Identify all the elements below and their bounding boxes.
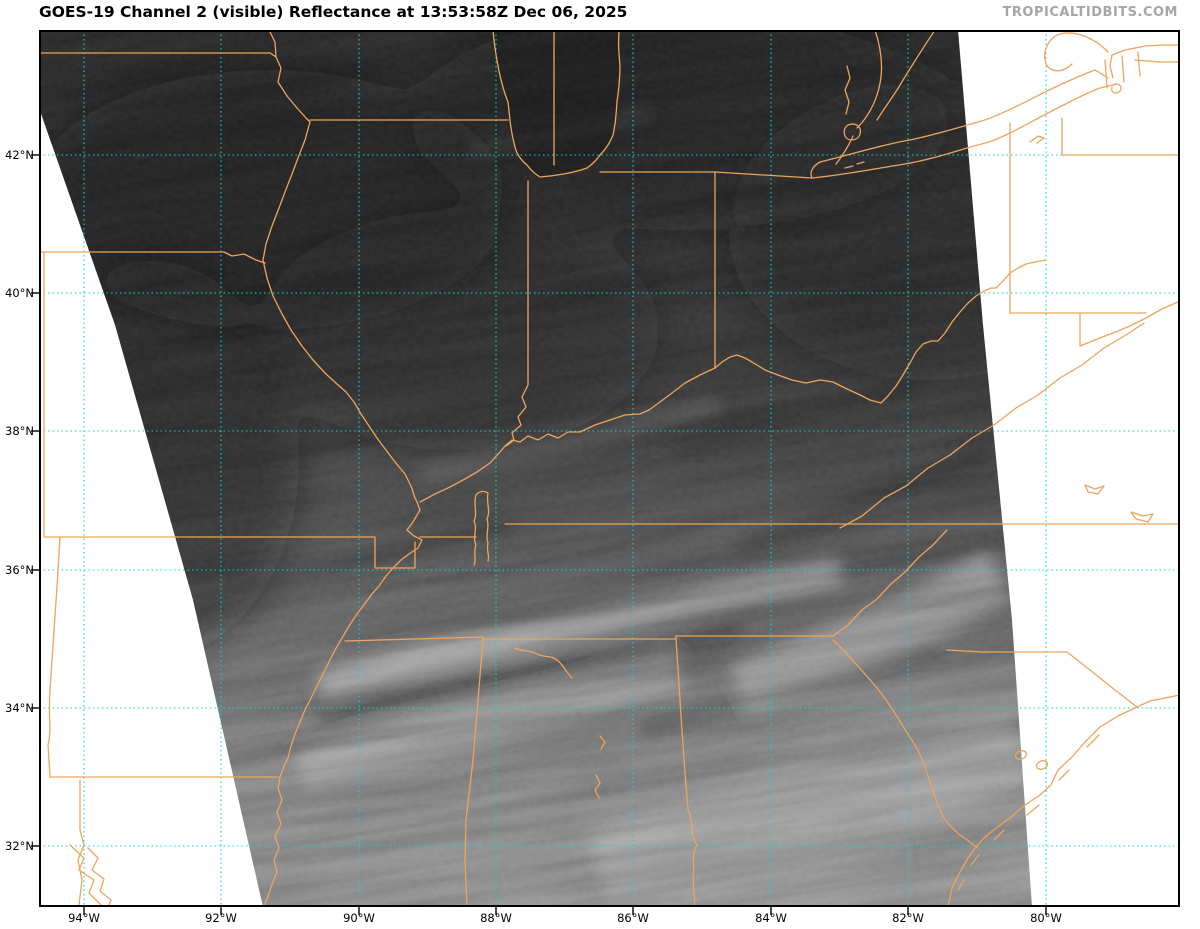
- page-title: GOES-19 Channel 2 (visible) Reflectance …: [39, 3, 628, 21]
- latitude-label: 36°N: [5, 563, 34, 577]
- boundary-kentucky-tennessee-west: [44, 536, 416, 569]
- boundary-alabama-georgia: [675, 638, 698, 907]
- boundary-iowa-missouri: [39, 251, 266, 264]
- kentucky-lake: [473, 494, 477, 566]
- boundary-arkansas-west: [47, 536, 61, 778]
- boundary-texas-louisiana: [77, 779, 85, 906]
- boundary-virginia-appalachian: [839, 322, 1145, 529]
- boundary-northcarolina-southcarolina: [946, 649, 1138, 708]
- latitude-label: 34°N: [5, 701, 34, 715]
- axis-ticks: [31, 154, 1047, 915]
- finger-lakes: [1104, 51, 1141, 89]
- gridlines: [39, 30, 1180, 907]
- map-border: [39, 30, 1180, 907]
- longitude-label: 92°W: [205, 911, 237, 925]
- longitude-label: 80°W: [1030, 911, 1062, 925]
- tennessee-river-alabama: [514, 647, 573, 679]
- buffalo-niagara-knot: [1109, 54, 1122, 94]
- boundary-newyork-pennsylvania: [1061, 117, 1180, 156]
- latitude-label: 32°N: [5, 839, 34, 853]
- longitude-label: 88°W: [480, 911, 512, 925]
- lake-erie-north-shore: [819, 69, 1109, 163]
- santee-lakes: [1014, 750, 1049, 770]
- watermark: TROPICALTIDBITS.COM: [1002, 5, 1178, 20]
- tombigbee-squiggles: [594, 735, 606, 799]
- lake-erie-south-shore: [811, 84, 1114, 179]
- boundary-mississippi-alabama: [464, 638, 484, 907]
- ohio-river: [419, 259, 1047, 503]
- longitude-label: 86°W: [617, 911, 649, 925]
- latitude-label: 42°N: [5, 148, 34, 162]
- boundary-michigan-ohio: [714, 171, 813, 179]
- atlantic-coastline: [947, 694, 1180, 907]
- potomac-maryland: [1079, 300, 1180, 347]
- savannah-river-ga-sc: [832, 639, 979, 849]
- chesapeake-islands: [1084, 484, 1154, 523]
- longitude-label: 94°W: [68, 911, 100, 925]
- boundary-illinois-indiana: [505, 180, 529, 447]
- lake-erie-west-end: [810, 161, 865, 179]
- coastal-islands: [957, 734, 1100, 891]
- presque-isle: [1029, 135, 1045, 144]
- lake-barkley: [475, 490, 490, 562]
- lake-ontario-shore: [1111, 44, 1180, 63]
- lake-huron-shores: [856, 30, 936, 129]
- red-river: [69, 844, 102, 906]
- lake-michigan-shoreline: [492, 30, 621, 178]
- state-boundaries: [39, 30, 1180, 907]
- longitude-label: 84°W: [755, 911, 787, 925]
- latitude-label: 38°N: [5, 424, 34, 438]
- mississippi-river: [262, 30, 423, 907]
- latitude-label: 40°N: [5, 286, 34, 300]
- boundary-minnesota-iowa: [39, 52, 277, 58]
- boundary-northcarolina-tennessee: [832, 529, 948, 637]
- boundary-35n-tn-ms-al-ga: [344, 635, 834, 642]
- longitude-label: 82°W: [892, 911, 924, 925]
- ontario-peninsula: [1044, 32, 1109, 72]
- arkansas-lakes: [87, 847, 112, 907]
- lake-stclair-detroit: [835, 65, 862, 165]
- longitude-label: 90°W: [343, 911, 375, 925]
